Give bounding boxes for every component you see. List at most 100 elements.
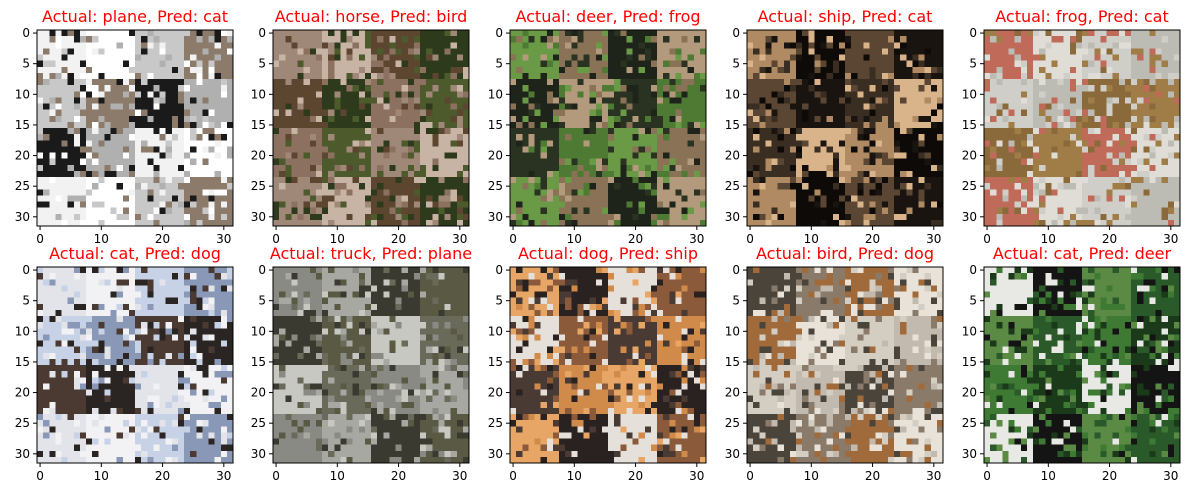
y-tick-label: 0: [258, 263, 266, 277]
panel-title: Actual: cat, Pred: deer: [993, 244, 1172, 263]
y-tick-label: 25: [725, 179, 740, 193]
x-tick-label: 20: [628, 469, 643, 483]
y-tick-label: 5: [969, 57, 977, 71]
y-tick-label: 5: [495, 294, 503, 308]
x-tick-label: 0: [746, 469, 754, 483]
y-tick-label: 15: [488, 355, 503, 369]
y-tick-label: 30: [962, 447, 977, 461]
panel-image: [747, 30, 943, 226]
y-tick-label: 0: [969, 263, 977, 277]
y-tick-label: 0: [732, 26, 740, 40]
y-tick-label: 5: [732, 57, 740, 71]
x-tick-label: 30: [926, 469, 941, 483]
y-tick-label: 20: [15, 386, 30, 400]
y-tick-label: 10: [251, 87, 266, 101]
panel-title: Actual: frog, Pred: cat: [995, 7, 1169, 26]
y-tick-label: 5: [258, 57, 266, 71]
y-tick-label: 5: [22, 294, 30, 308]
y-tick-label: 25: [725, 416, 740, 430]
y-tick-label: 20: [725, 386, 740, 400]
x-tick-label: 20: [391, 469, 406, 483]
y-tick-label: 10: [962, 87, 977, 101]
y-tick-label: 10: [725, 87, 740, 101]
y-tick-label: 25: [962, 179, 977, 193]
panel-image: [273, 267, 469, 463]
y-tick-label: 25: [488, 179, 503, 193]
x-tick-label: 10: [804, 469, 819, 483]
y-tick-label: 25: [15, 179, 30, 193]
panel-image: [37, 30, 233, 226]
y-tick-label: 15: [15, 118, 30, 132]
y-tick-label: 0: [22, 26, 30, 40]
x-tick-label: 0: [36, 232, 44, 246]
y-tick-label: 0: [495, 26, 503, 40]
y-tick-label: 30: [488, 447, 503, 461]
panel-title: Actual: cat, Pred: dog: [49, 244, 221, 263]
y-tick-label: 0: [732, 263, 740, 277]
panel-image: [984, 267, 1180, 463]
panel-3: Actual: deer, Pred: frog0 10 20 30051015202…: [488, 7, 707, 246]
y-tick-label: 15: [15, 355, 30, 369]
panel-6: Actual: cat, Pred: dog 0 10 20 30 0 5 10 15 20 25 3…: [15, 244, 234, 483]
panel-7: Actual: truck, Pred: plane 0 10 20 30 0 5 10 15 2…: [251, 244, 472, 483]
panel-image: [984, 30, 1180, 226]
y-tick-label: 10: [488, 87, 503, 101]
y-tick-label: 25: [15, 416, 30, 430]
x-tick-label: 30: [216, 469, 231, 483]
y-tick-label: 20: [725, 149, 740, 163]
y-tick-label: 10: [488, 324, 503, 338]
y-tick-label: 30: [251, 210, 266, 224]
y-tick-label: 30: [15, 210, 30, 224]
y-tick-label: 5: [495, 57, 503, 71]
x-tick-label: 0: [983, 469, 991, 483]
y-tick-label: 30: [725, 447, 740, 461]
panel-4: Actual: ship, Pred: cat 0 10 20 30 0 5 10 15 20 25…: [725, 7, 944, 246]
y-tick-label: 5: [732, 294, 740, 308]
x-tick-label: 10: [567, 469, 582, 483]
panel-title: Actual: deer, Pred: frog: [515, 7, 700, 26]
y-tick-label: 10: [962, 324, 977, 338]
x-tick-label: 10: [94, 469, 109, 483]
y-tick-label: 15: [488, 118, 503, 132]
y-tick-label: 30: [962, 210, 977, 224]
y-tick-label: 10: [251, 324, 266, 338]
x-tick-label: 10: [1041, 469, 1056, 483]
x-tick-label: 30: [452, 469, 467, 483]
panel-9: Actual: bird, Pred: dog0 10 20 300510152025…: [725, 244, 944, 483]
y-tick-label: 0: [969, 26, 977, 40]
y-tick-label: 25: [251, 179, 266, 193]
panel-image: [747, 267, 943, 463]
x-tick-label: 0: [509, 469, 517, 483]
y-tick-label: 30: [15, 447, 30, 461]
y-tick-label: 15: [725, 355, 740, 369]
x-tick-label: 0: [983, 232, 991, 246]
x-tick-label: 0: [272, 469, 280, 483]
y-tick-label: 20: [251, 386, 266, 400]
x-tick-label: 10: [330, 469, 345, 483]
y-tick-label: 0: [495, 263, 503, 277]
panel-title: Actual: plane, Pred: cat: [42, 7, 228, 26]
y-tick-label: 5: [22, 57, 30, 71]
y-tick-label: 30: [251, 447, 266, 461]
panel-image: [273, 30, 469, 226]
panel-8: Actual: dog, Pred: ship 0 10 20 30 0 5 10 15 20 25…: [488, 244, 707, 483]
y-tick-label: 20: [962, 149, 977, 163]
panel-image: [510, 30, 706, 226]
y-tick-label: 10: [725, 324, 740, 338]
y-tick-label: 15: [962, 355, 977, 369]
panel-title: Actual: dog, Pred: ship: [518, 244, 698, 263]
x-tick-label: 30: [1163, 469, 1178, 483]
y-tick-label: 30: [725, 210, 740, 224]
y-tick-label: 25: [251, 416, 266, 430]
y-tick-label: 5: [258, 294, 266, 308]
panel-title: Actual: horse, Pred: bird: [275, 7, 468, 26]
y-tick-label: 20: [488, 149, 503, 163]
y-tick-label: 20: [251, 149, 266, 163]
x-tick-label: 30: [689, 469, 704, 483]
y-tick-label: 10: [15, 87, 30, 101]
panel-5: Actual: frog, Pred: cat 0 10 20 30 0 5 10 15 20 25…: [962, 7, 1181, 246]
y-tick-label: 25: [488, 416, 503, 430]
x-tick-label: 20: [1102, 469, 1117, 483]
y-tick-label: 5: [969, 294, 977, 308]
